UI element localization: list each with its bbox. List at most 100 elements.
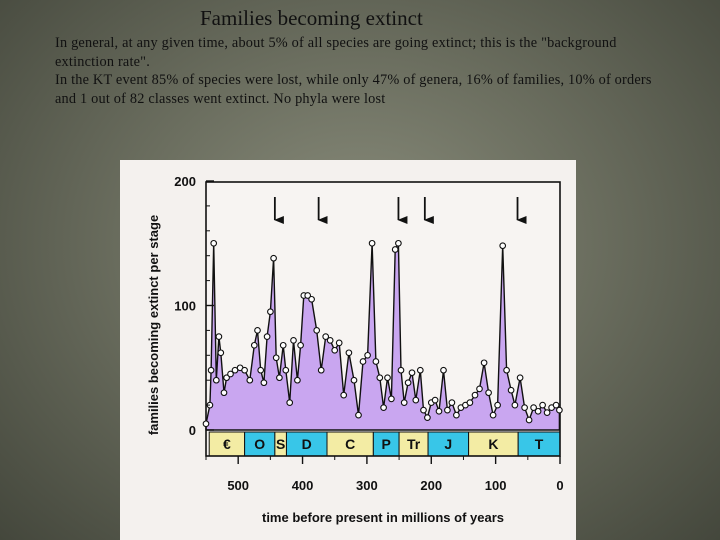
data-point — [476, 385, 483, 393]
y-axis-label: families becoming extinct per stage — [146, 215, 161, 435]
data-point — [388, 395, 395, 403]
data-point — [331, 346, 339, 354]
data-point — [279, 341, 287, 349]
data-point — [471, 391, 479, 399]
period-label: S — [276, 436, 285, 452]
data-point — [543, 409, 551, 416]
data-point — [267, 308, 274, 316]
data-point — [308, 295, 315, 303]
data-point — [507, 386, 515, 394]
data-point — [340, 391, 348, 399]
data-point — [376, 374, 384, 382]
data-point — [317, 366, 325, 374]
data-point — [286, 399, 294, 406]
data-point — [448, 399, 456, 406]
data-point — [276, 374, 283, 382]
period-box — [427, 431, 470, 457]
period-label: € — [223, 436, 231, 452]
data-point — [207, 366, 215, 374]
extinction-chart: € O S D C P Tr J K T 200 100 0 500 400 300 200 100 0 fami… — [146, 174, 564, 525]
period-label: J — [444, 436, 452, 452]
data-point — [350, 376, 358, 384]
period-label: T — [535, 436, 544, 452]
data-point — [395, 239, 402, 247]
data-point — [313, 327, 321, 334]
data-point — [215, 333, 223, 340]
x-tick-label: 400 — [292, 478, 314, 493]
data-point — [272, 354, 280, 362]
data-point — [412, 396, 420, 404]
data-point — [480, 359, 488, 367]
period-box — [468, 431, 519, 457]
data-point — [556, 406, 563, 414]
data-point — [364, 351, 371, 359]
data-point — [380, 404, 387, 411]
period-label: O — [254, 436, 265, 452]
data-point — [416, 366, 424, 374]
y-tick-label: 0 — [189, 423, 196, 438]
slide-title: Families becoming extinct — [200, 6, 423, 30]
data-point — [359, 358, 367, 365]
data-point — [521, 404, 528, 411]
period-label: D — [302, 436, 312, 452]
data-point — [397, 366, 405, 374]
data-point — [485, 389, 492, 397]
data-point — [217, 349, 225, 357]
data-point — [223, 374, 230, 382]
data-point — [220, 389, 228, 397]
data-point — [400, 399, 408, 406]
data-point — [254, 327, 261, 334]
period-label: P — [382, 436, 391, 452]
data-point — [290, 337, 297, 344]
x-axis-label: time before present in millions of years — [262, 510, 504, 525]
data-point — [424, 414, 431, 421]
data-point — [466, 399, 474, 406]
data-point — [420, 406, 427, 414]
period-box — [398, 431, 429, 457]
data-point — [322, 333, 330, 340]
body-text: In general, at any given time, about 5% … — [55, 34, 675, 108]
data-point — [326, 337, 334, 344]
data-point — [263, 333, 271, 340]
data-point — [335, 339, 343, 347]
data-point — [435, 407, 443, 415]
x-tick-label: 200 — [420, 478, 442, 493]
plot-frame — [205, 181, 561, 457]
data-point — [494, 401, 501, 409]
data-point — [489, 411, 497, 419]
data-point — [297, 341, 304, 349]
data-point — [210, 239, 218, 247]
data-point — [516, 374, 524, 382]
period-label: K — [488, 436, 498, 452]
data-point — [391, 246, 399, 253]
data-point — [440, 366, 447, 374]
data-point — [345, 349, 353, 357]
data-point — [227, 370, 234, 378]
data-point — [530, 404, 537, 411]
data-point — [408, 369, 416, 377]
data-point — [368, 239, 376, 247]
data-point — [246, 376, 254, 384]
data-point — [503, 366, 510, 374]
paragraph-background-rate: In general, at any given time, about 5% … — [55, 35, 617, 70]
data-point — [212, 376, 220, 384]
data-point — [260, 379, 268, 387]
x-tick-label: 500 — [227, 478, 249, 493]
period-label: C — [345, 436, 355, 452]
x-tick-label: 100 — [485, 478, 507, 493]
data-point — [282, 366, 290, 374]
data-point — [431, 396, 439, 404]
data-point — [525, 416, 533, 424]
data-point — [444, 406, 451, 414]
y-tick-label: 200 — [174, 174, 196, 189]
data-point — [202, 420, 210, 428]
paragraph-kt-event: In the KT event 85% of species were lost… — [55, 72, 652, 107]
data-point — [552, 401, 560, 409]
data-point — [241, 366, 248, 374]
extinction-chart-figure: € O S D C P Tr J K T 200 100 0 500 400 300 200 100 0 fami… — [120, 160, 576, 540]
data-point — [453, 411, 460, 419]
x-tick-label: 300 — [356, 478, 378, 493]
data-point — [539, 401, 546, 409]
data-point — [355, 411, 362, 419]
data-point — [250, 341, 258, 349]
